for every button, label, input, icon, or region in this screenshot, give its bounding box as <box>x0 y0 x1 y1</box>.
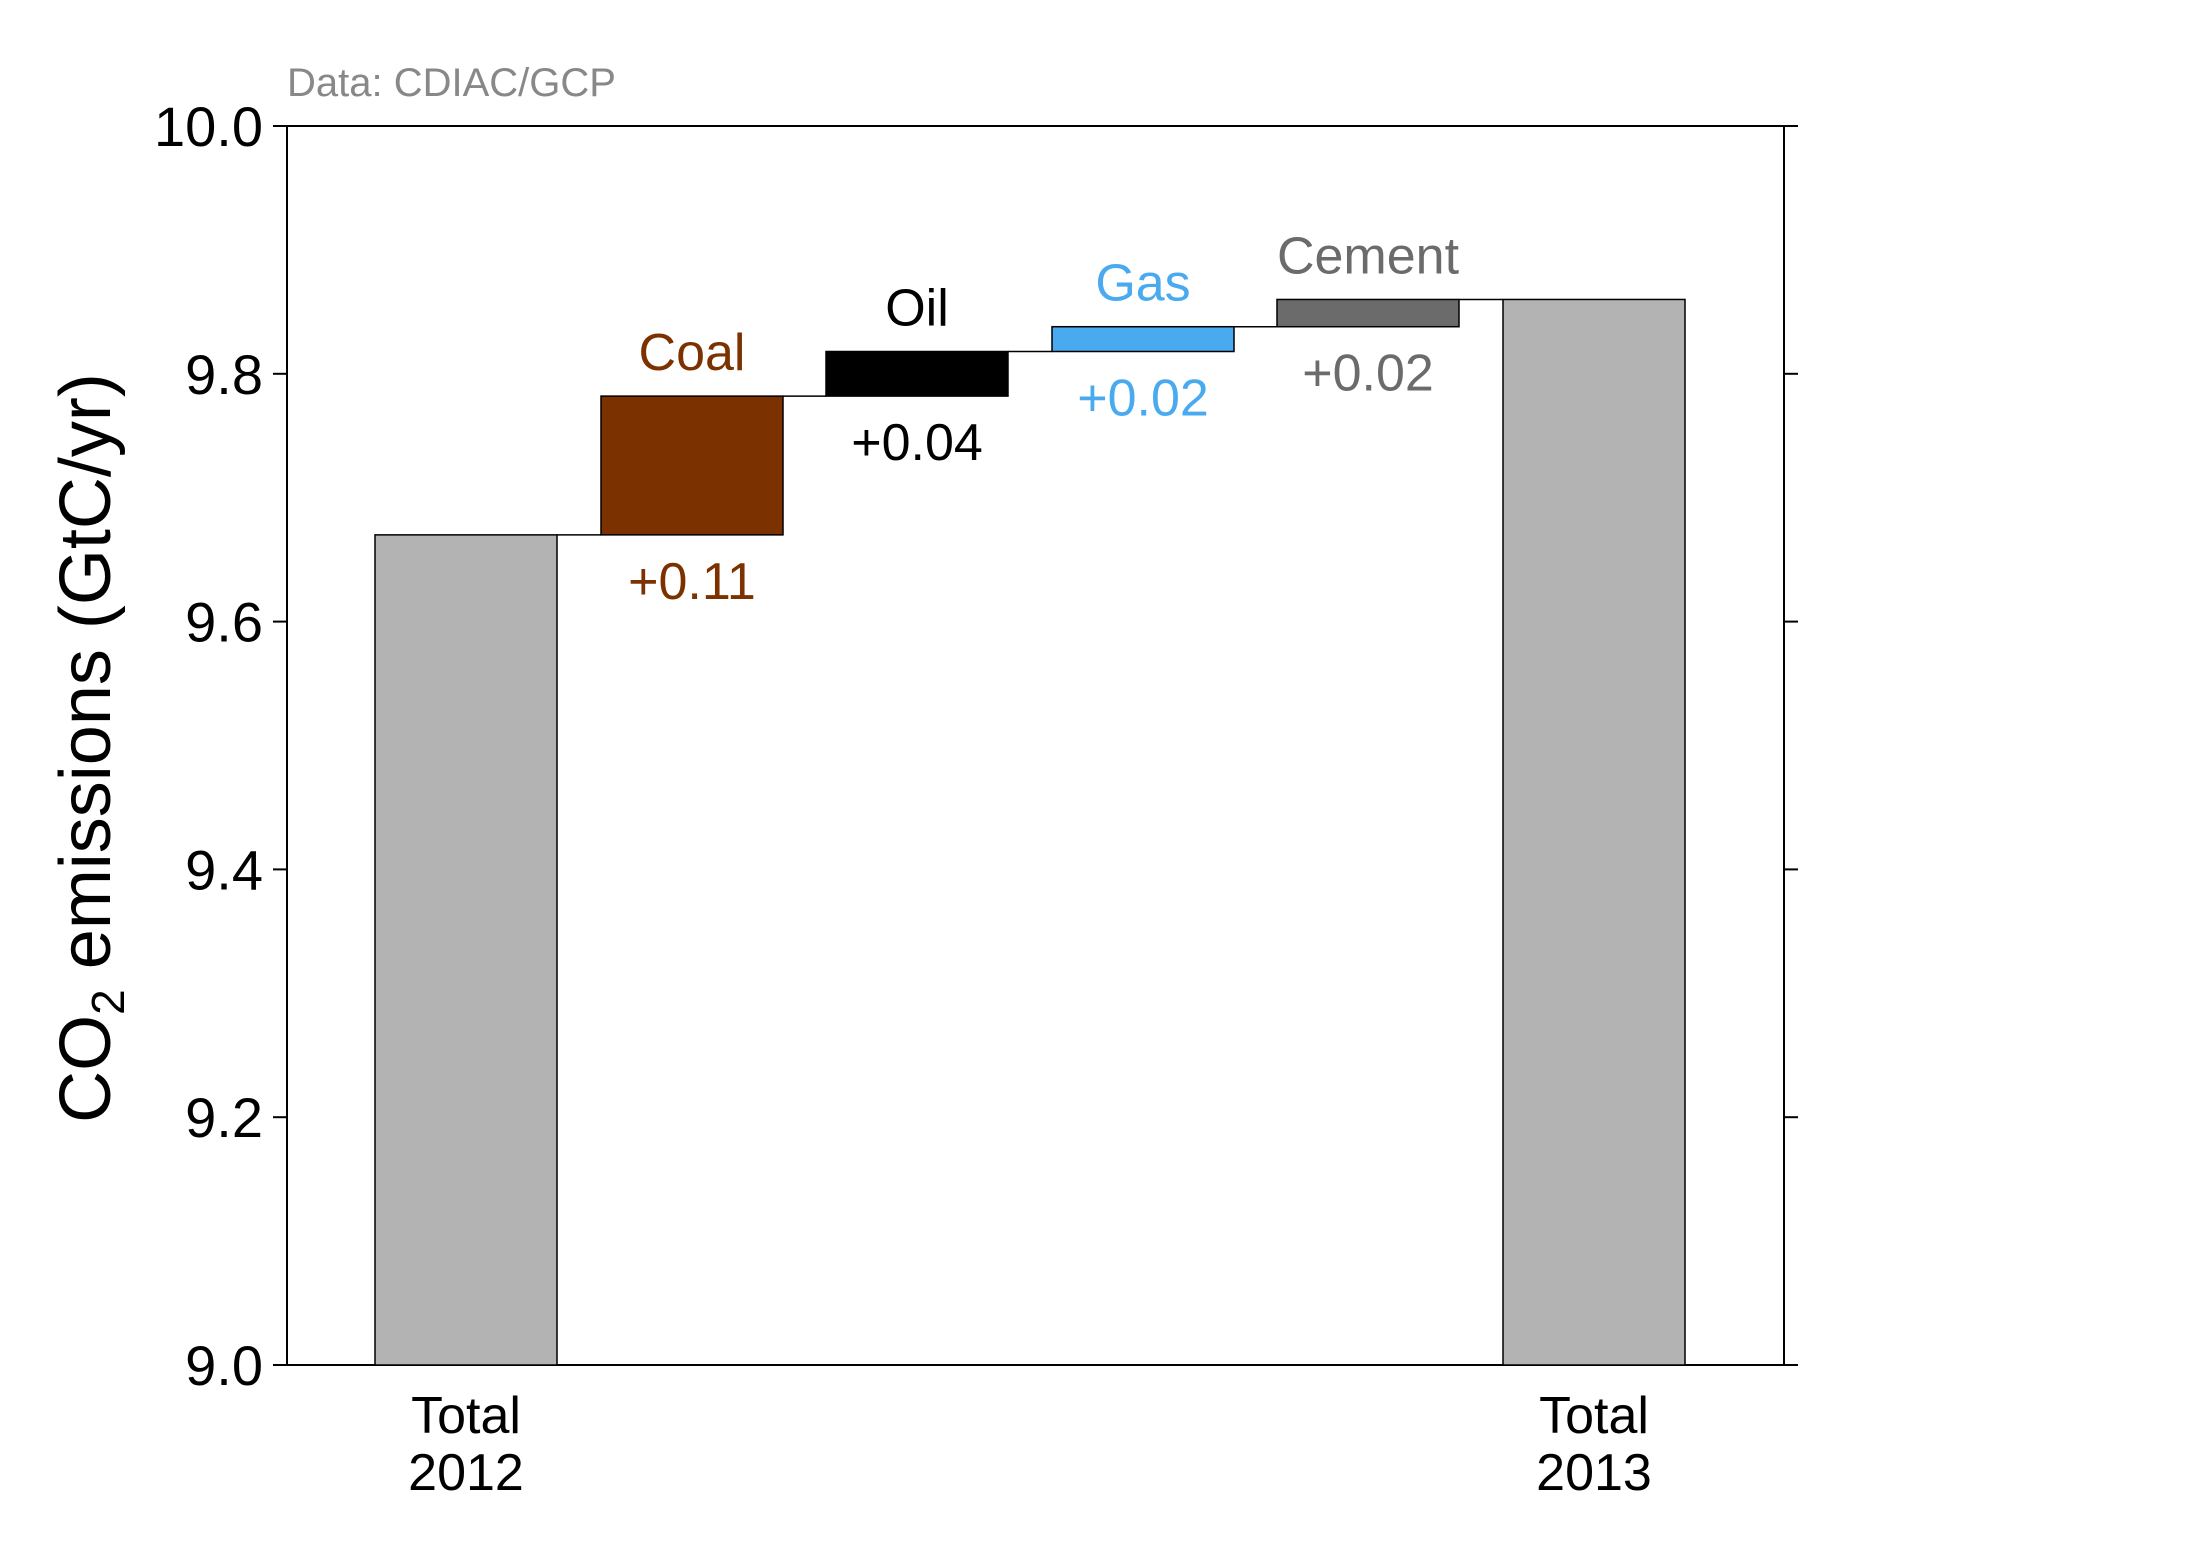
plot-area: 9.09.29.49.69.810.0Total2012Total2013Coa… <box>154 95 1798 1502</box>
y-tick-label: 9.6 <box>185 591 263 654</box>
y-tick-label: 9.8 <box>185 343 263 406</box>
y-tick-label: 10.0 <box>154 95 263 158</box>
bar-label-oil: Oil <box>885 279 949 337</box>
x-tick-label-total-2013-line2: 2013 <box>1536 1444 1652 1502</box>
y-tick-label: 9.2 <box>185 1086 263 1149</box>
y-tick-label: 9.4 <box>185 838 263 901</box>
bar-label-gas: Gas <box>1095 255 1190 313</box>
value-label-coal: +0.11 <box>628 553 756 611</box>
value-label-gas: +0.02 <box>1077 369 1209 427</box>
bar-total-2013 <box>1502 298 1686 1366</box>
value-label-cement: +0.02 <box>1302 345 1434 403</box>
y-axis-label-subscript: 2 <box>82 989 134 1015</box>
y-tick-label: 9.0 <box>185 1334 263 1397</box>
bar-coal <box>600 395 784 536</box>
source-note: Data: CDIAC/GCP <box>287 61 616 105</box>
value-label-oil: +0.04 <box>851 414 983 472</box>
y-axis-label-suffix: emissions (GtC/yr) <box>46 373 126 989</box>
bar-label-coal: Coal <box>639 324 746 382</box>
bar-cement <box>1276 298 1460 328</box>
bar-gas <box>1051 325 1235 353</box>
bar-total-2012 <box>374 534 558 1366</box>
bar-oil <box>825 350 1009 397</box>
x-tick-label-total-2012-line2: 2012 <box>408 1444 524 1502</box>
x-tick-label-total-2013-line1: Total <box>1539 1387 1649 1445</box>
x-tick-label-total-2012-line1: Total <box>411 1387 521 1445</box>
y-axis-label-prefix: CO <box>46 1015 126 1123</box>
y-axis-label: CO2 emissions (GtC/yr) <box>46 373 134 1123</box>
bar-label-cement: Cement <box>1277 227 1460 285</box>
